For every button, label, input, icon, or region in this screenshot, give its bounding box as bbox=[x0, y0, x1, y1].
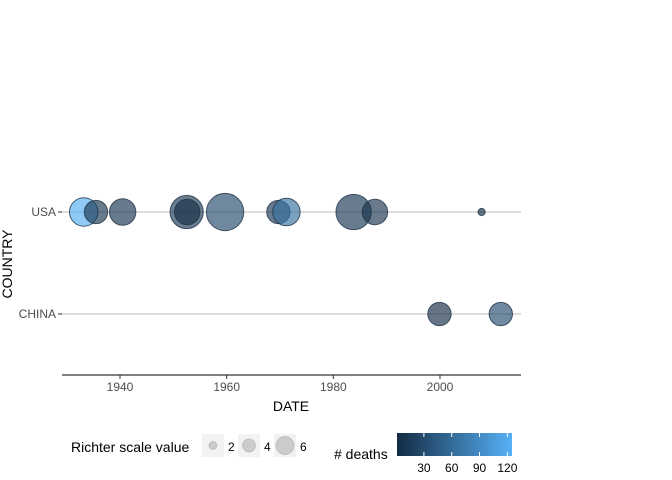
color-tick-label-60: 60 bbox=[445, 461, 459, 475]
data-point-usa-5 bbox=[205, 192, 245, 232]
data-point-usa-10 bbox=[477, 207, 486, 217]
category-lines bbox=[62, 211, 521, 315]
color-legend: # deaths 30 60 90 120 bbox=[334, 433, 518, 475]
data-points bbox=[68, 192, 513, 327]
size-legend-title: Richter scale value bbox=[71, 439, 189, 455]
data-point-usa-1 bbox=[83, 199, 109, 225]
data-point-usa-2 bbox=[108, 198, 137, 226]
x-axis-ticks: 1940 1960 1980 2000 bbox=[107, 375, 454, 394]
size-legend: Richter scale value 2 4 6 bbox=[71, 434, 307, 457]
color-legend-bar bbox=[397, 433, 512, 456]
size-key-4 bbox=[242, 438, 256, 453]
x-tick-label-2000: 2000 bbox=[427, 380, 454, 394]
size-key-label-2: 2 bbox=[228, 440, 235, 454]
data-point-usa-9 bbox=[361, 198, 389, 226]
y-tick-label-usa: USA bbox=[31, 205, 56, 219]
size-key-label-4: 4 bbox=[264, 440, 271, 454]
y-tick-label-china: CHINA bbox=[19, 307, 56, 321]
color-tick-label-120: 120 bbox=[497, 461, 517, 475]
color-legend-title: # deaths bbox=[334, 446, 388, 462]
size-key-6 bbox=[275, 436, 295, 455]
y-axis-ticks: USA CHINA bbox=[19, 205, 62, 321]
x-tick-label-1980: 1980 bbox=[320, 380, 347, 394]
data-point-usa-7 bbox=[272, 197, 301, 227]
data-point-usa-4 bbox=[174, 198, 201, 226]
color-tick-label-30: 30 bbox=[417, 461, 431, 475]
x-tick-label-1940: 1940 bbox=[107, 380, 134, 394]
color-tick-label-90: 90 bbox=[473, 461, 487, 475]
size-key-2 bbox=[208, 441, 218, 450]
x-tick-label-1960: 1960 bbox=[213, 380, 240, 394]
data-point-china-11 bbox=[427, 301, 452, 327]
y-axis-title: COUNTRY bbox=[0, 229, 15, 299]
size-key-label-6: 6 bbox=[300, 440, 307, 454]
data-point-china-12 bbox=[488, 301, 513, 327]
x-axis-title: DATE bbox=[273, 398, 309, 414]
